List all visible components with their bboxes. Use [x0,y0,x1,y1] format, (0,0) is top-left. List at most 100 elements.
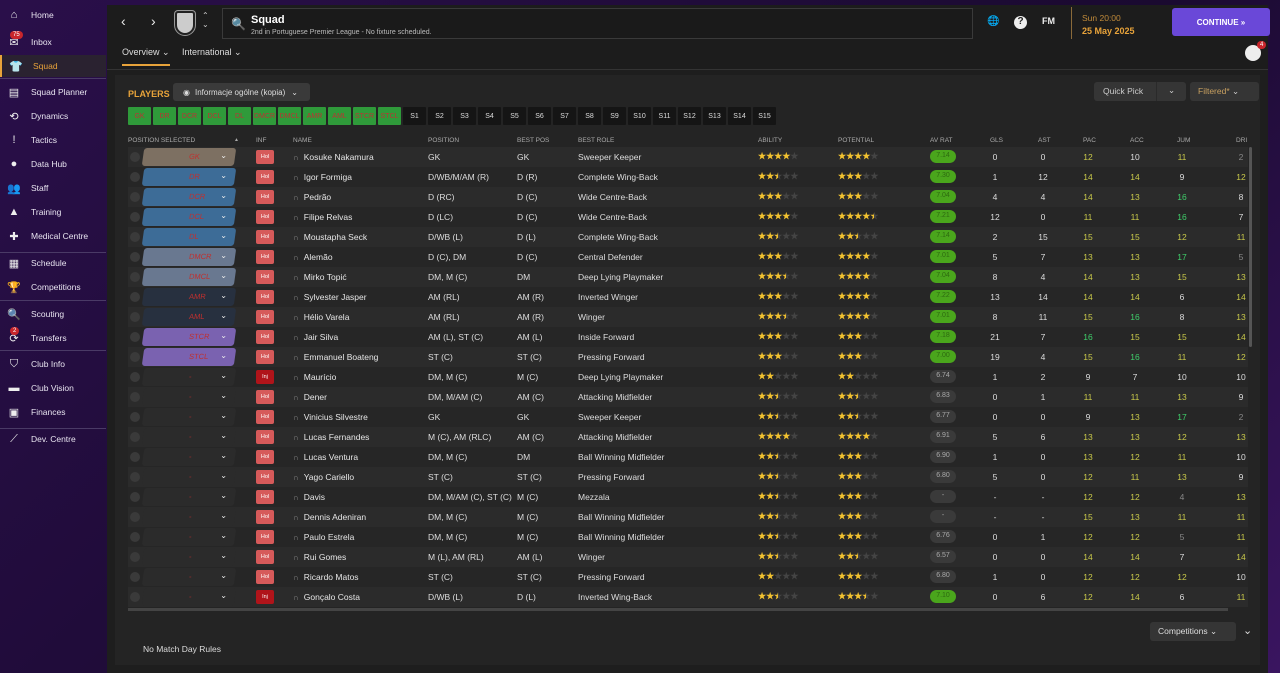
position-button-dmcr[interactable]: DMCR [253,107,276,125]
select-checkbox[interactable] [130,412,140,422]
status-badge[interactable]: Hol [256,390,274,404]
status-badge[interactable]: Hol [256,490,274,504]
column-header-pac[interactable]: PAC [1083,137,1096,144]
position-button-dcr[interactable]: DCR [178,107,201,125]
column-header-ability[interactable]: ABILITY [758,137,783,144]
position-select[interactable]: - ⌄ [141,588,237,606]
select-checkbox[interactable] [130,452,140,462]
table-row[interactable]: DR ⌄ Hol Igor Formiga D/WB/M/AM (R) D (R) Comp… [128,167,1248,187]
select-checkbox[interactable] [130,332,140,342]
column-header-position-selected[interactable]: POSITION SELECTED [128,137,196,144]
select-checkbox[interactable] [130,172,140,182]
select-checkbox[interactable] [130,592,140,602]
player-name[interactable]: Gonçalo Costa [293,592,360,602]
table-row[interactable]: STCR ⌄ Hol Jair Silva AM (L), ST (C) AM (L) In… [128,327,1248,347]
player-name[interactable]: Filipe Relvas [293,212,353,222]
sidebar-item-finances[interactable]: ▣ Finances [0,401,106,423]
position-button-s1[interactable]: S1 [403,107,426,125]
select-checkbox[interactable] [130,232,140,242]
player-name[interactable]: Kosuke Nakamura [293,152,374,162]
sidebar-item-scouting[interactable]: 🔍 Scouting [0,303,106,325]
status-badge[interactable]: Hol [256,470,274,484]
sidebar-item-inbox[interactable]: ✉ 75 Inbox [0,31,106,53]
player-name[interactable]: Davis [293,492,325,502]
status-badge[interactable]: Hol [256,170,274,184]
player-name[interactable]: Maurício [293,372,337,382]
column-header-name[interactable]: NAME [293,137,312,144]
sidebar-item-dynamics[interactable]: ⟲ Dynamics [0,105,106,127]
column-header-acc[interactable]: ACC [1130,137,1144,144]
position-select[interactable]: - ⌄ [141,508,237,526]
player-name[interactable]: Dennis Adeniran [293,512,366,522]
player-name[interactable]: Dener [293,392,327,402]
player-name[interactable]: Lucas Ventura [293,452,358,462]
position-select[interactable]: - ⌄ [141,548,237,566]
position-select[interactable]: AMR ⌄ [141,288,237,306]
select-checkbox[interactable] [130,392,140,402]
position-button-dcl[interactable]: DCL [203,107,226,125]
column-header-ast[interactable]: AST [1038,137,1051,144]
position-select[interactable]: - ⌄ [141,408,237,426]
select-checkbox[interactable] [130,192,140,202]
player-name[interactable]: Vinicius Silvestre [293,412,368,422]
column-header-av-rat[interactable]: AV RAT [930,137,953,144]
column-header-inf[interactable]: INF [256,137,267,144]
status-badge[interactable]: Hol [256,330,274,344]
status-badge[interactable]: Hol [256,550,274,564]
position-button-amr[interactable]: AMR [303,107,326,125]
sidebar-item-transfers[interactable]: ⟳ 2 Transfers [0,327,106,349]
player-name[interactable]: Emmanuel Boateng [293,352,379,362]
position-select[interactable]: STCL ⌄ [141,348,237,366]
sidebar-item-schedule[interactable]: ▦ Schedule [0,252,106,274]
position-select[interactable]: DR ⌄ [141,168,237,186]
select-checkbox[interactable] [130,472,140,482]
view-selector[interactable]: ◉ Informacje ogólne (kopia) ⌄ [173,83,310,101]
social-feed-icon[interactable] [1245,45,1261,61]
position-button-dr[interactable]: DR [153,107,176,125]
status-badge[interactable]: Hol [256,310,274,324]
position-button-s15[interactable]: S15 [753,107,776,125]
quick-pick-button[interactable]: Quick Pick ⌄ [1094,82,1186,101]
help-icon[interactable]: ? [1014,16,1027,29]
table-row[interactable]: -⌄InjMaurícioDM, M (C)M (C)Deep Lying Pl… [128,367,1248,387]
position-select[interactable]: DL ⌄ [141,228,237,246]
position-button-s10[interactable]: S10 [628,107,651,125]
status-badge[interactable]: Hol [256,510,274,524]
position-select[interactable]: - ⌄ [141,488,237,506]
position-button-dmcl[interactable]: DMCL [278,107,301,125]
quick-pick-dropdown-icon[interactable]: ⌄ [1156,82,1186,101]
select-checkbox[interactable] [130,572,140,582]
tab-international[interactable]: International ⌄ [182,47,242,57]
sidebar-item-squad-planner[interactable]: ▤ Squad Planner [0,81,106,103]
sidebar-item-tactics[interactable]: ! Tactics [0,129,106,151]
column-header-position[interactable]: POSITION [428,137,460,144]
position-select[interactable]: - ⌄ [141,568,237,586]
table-row[interactable]: DMCL ⌄ Hol Mirko Topić DM, M (C) DM Deep Lying… [128,267,1248,287]
position-button-aml[interactable]: AML [328,107,351,125]
sidebar-item-club-info[interactable]: ⛉ Club Info [0,353,106,375]
status-badge[interactable]: Hol [256,270,274,284]
forward-button[interactable]: › [151,13,156,29]
world-icon[interactable]: 🌐 [987,16,1000,27]
select-checkbox[interactable] [130,352,140,362]
sidebar-item-competitions[interactable]: 🏆 Competitions [0,276,106,298]
column-header-jum[interactable]: JUM [1177,137,1191,144]
position-button-s5[interactable]: S5 [503,107,526,125]
position-select[interactable]: DCL ⌄ [141,208,237,226]
position-button-gk[interactable]: GK [128,107,151,125]
position-button-dl[interactable]: DL [228,107,251,125]
position-select[interactable]: - ⌄ [141,388,237,406]
back-button[interactable]: ‹ [121,13,126,29]
position-select[interactable]: GK ⌄ [141,148,237,166]
competitions-button[interactable]: Competitions ⌄ [1150,622,1236,641]
tab-overview[interactable]: Overview ⌄ [122,47,170,66]
status-badge[interactable]: Hol [256,570,274,584]
table-row[interactable]: DL ⌄ Hol Moustapha Seck D/WB (L) D (L) Complet… [128,227,1248,247]
select-checkbox[interactable] [130,552,140,562]
position-select[interactable]: AML ⌄ [141,308,237,326]
